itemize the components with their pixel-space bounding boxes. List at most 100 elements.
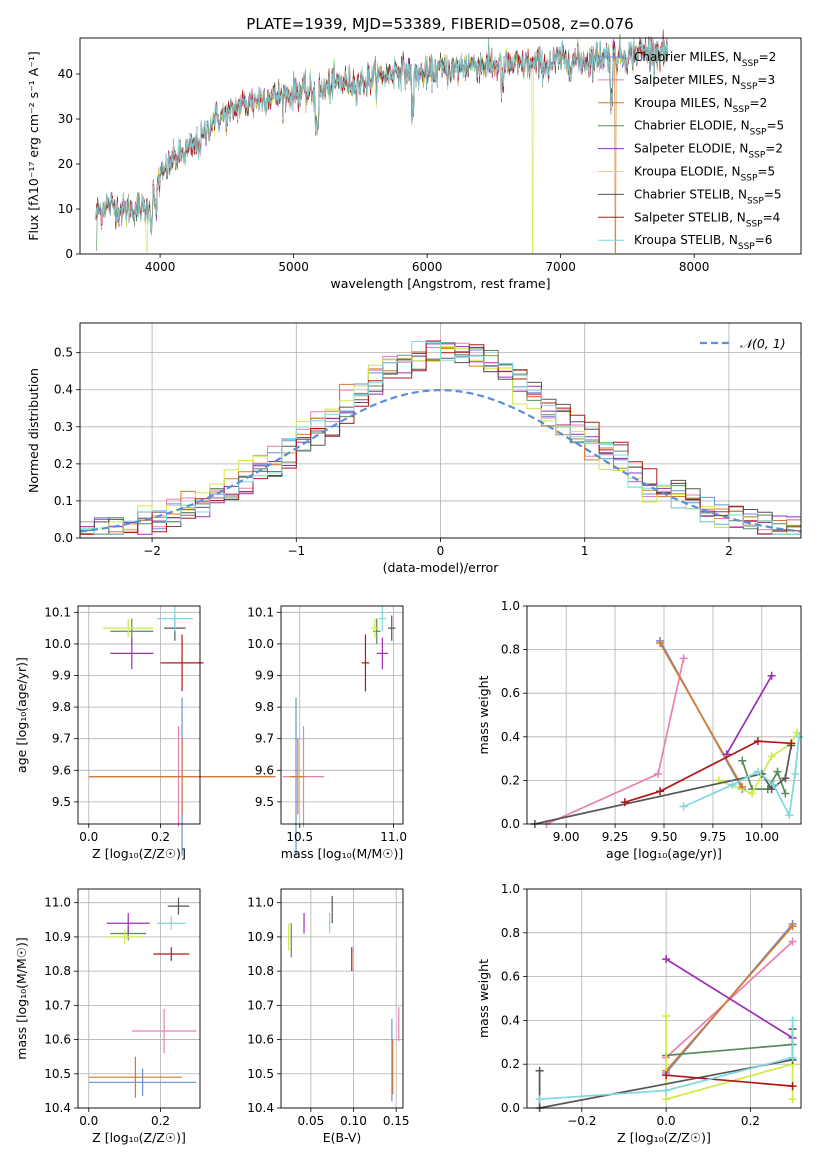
errorbar-kroupa_miles — [88, 1056, 183, 1098]
legend-label-salpeter_miles: Salpeter MILES, NSSP=3 — [634, 73, 775, 92]
weight-marker-salpeter_stelib — [788, 1082, 797, 1091]
y-tick-label: 10.9 — [44, 930, 71, 944]
y-tick-label: 0.6 — [501, 686, 520, 700]
weight-marker-salpeter_miles — [788, 937, 797, 946]
weight-marker-kroupa_stelib — [795, 732, 804, 741]
axes-z-weight: −0.2 0.0 0.2 0.0 0.2 0.4 0.6 0.8 1.0 Z [log₁₀(Z/Z… — [476, 882, 802, 1145]
spectrum-line-salpeter_stelib — [95, 36, 668, 231]
y-tick-label: 11.0 — [44, 896, 71, 910]
x-axis-label: E(B-V) — [323, 1130, 362, 1145]
weight-marker-salpeter_miles — [654, 769, 663, 778]
x-tick-label: 8000 — [679, 260, 710, 274]
y-tick-label: 1.0 — [501, 599, 520, 613]
weight-marker-kroupa_miles — [788, 922, 797, 931]
y-tick-label: 10.5 — [44, 1067, 71, 1081]
y-tick-label: 40 — [58, 67, 73, 81]
x-tick-label: 9.00 — [553, 830, 580, 844]
errorbar-chabrier_stelib — [167, 897, 190, 915]
weight-line-salpeter_elodie — [725, 675, 773, 755]
y-tick-label: 20 — [58, 157, 73, 171]
weight-marker-kroupa_stelib — [679, 802, 688, 811]
weight-marker-kroupa_stelib — [791, 769, 800, 778]
x-tick-label: 0.0 — [79, 830, 98, 844]
y-tick-label: 10.4 — [247, 1101, 274, 1115]
y-tick-label: 0.0 — [501, 817, 520, 831]
errorbar-kroupa_stelib — [156, 916, 186, 931]
errorbar-kroupa_elodie — [371, 618, 379, 638]
parameter-panels: 0.0 0.2 9.5 9.6 9.7 9.8 9.9 10.0 10.1 Z [log₁₀(Z/… — [14, 599, 804, 1145]
y-tick-label: 10.1 — [44, 605, 71, 619]
y-tick-label: 0.3 — [54, 420, 73, 434]
legend-label-salpeter_stelib: Salpeter STELIB, NSSP=4 — [634, 210, 780, 229]
y-tick-label: 0.4 — [501, 1013, 520, 1027]
axes-residuals: −2 −1 0 1 2 0.0 0.1 0.2 0.3 0.4 0.5 (data-model)/er… — [26, 322, 802, 575]
x-tick-label: 11.0 — [380, 830, 407, 844]
y-tick-label: 9.6 — [52, 763, 71, 777]
x-tick-label: −2 — [143, 544, 161, 558]
weight-marker-kroupa_stelib — [788, 1016, 797, 1025]
y-tick-label: 10.8 — [247, 964, 274, 978]
y-tick-label: 0.4 — [54, 383, 73, 397]
weight-line-chabrier_elodie — [666, 1043, 793, 1057]
weight-marker-kroupa_stelib — [535, 1095, 544, 1104]
y-tick-label: 10.9 — [247, 930, 274, 944]
spectrum-legend: Chabrier MILES, NSSP=2 Salpeter MILES, NS… — [598, 50, 784, 252]
y-tick-label: 0.6 — [501, 970, 520, 984]
weight-marker-chabrier_elodie — [738, 756, 747, 765]
x-tick-label: 0.10 — [340, 1114, 367, 1128]
weight-line-salpeter_stelib — [624, 740, 792, 804]
errorbar-salpeter_stelib — [153, 947, 190, 961]
y-tick-label: 0.1 — [54, 494, 73, 508]
x-tick-label: 7000 — [545, 260, 576, 274]
weight-marker-kroupa_elodie — [793, 728, 802, 737]
y-tick-label: 9.5 — [255, 795, 274, 809]
weight-marker-kroupa_stelib — [662, 1086, 671, 1095]
weight-marker-kroupa_miles — [656, 639, 665, 648]
y-tick-label: 10 — [58, 202, 73, 216]
figure-title: PLATE=1939, MJD=53389, FIBERID=0508, z=0… — [246, 15, 633, 33]
weight-marker-chabrier_elodie — [781, 789, 790, 798]
x-tick-label: 0.0 — [657, 1114, 676, 1128]
y-tick-label: 9.8 — [255, 700, 274, 714]
plot-area-z-weight — [535, 920, 797, 1112]
weight-line-kroupa_stelib — [539, 1020, 794, 1101]
errorbar-salpeter_elodie — [376, 637, 388, 670]
errorbar-salpeter_elodie — [106, 912, 150, 934]
axes-frame — [77, 605, 201, 825]
legend-label-chabrier_miles: Chabrier MILES, NSSP=2 — [634, 50, 776, 69]
x-tick-label: 0.0 — [79, 1114, 98, 1128]
errorbar-kroupa_stelib — [156, 606, 193, 632]
x-axis-label: (data-model)/error — [383, 560, 500, 575]
residual-histogram-panel: −2 −1 0 1 2 0.0 0.1 0.2 0.3 0.4 0.5 (data-model)/er… — [26, 322, 802, 575]
weight-marker-salpeter_miles — [679, 654, 688, 663]
plot-area-spectrum — [95, 29, 668, 254]
y-tick-label: 10.1 — [247, 605, 274, 619]
y-tick-label: 0.2 — [501, 773, 520, 787]
errorbar-salpeter_elodie — [110, 637, 154, 670]
weight-marker-salpeter_stelib — [662, 1071, 671, 1080]
errorbar-chabrier_miles — [88, 1068, 197, 1097]
plot-area-z-mass — [88, 897, 197, 1098]
axes-ebv-mass: 0.05 0.10 0.15 10.4 10.5 10.6 10.7 10.8 10.9 11.0… — [247, 888, 410, 1145]
y-tick-label: 0.0 — [54, 531, 73, 545]
y-tick-label: 11.0 — [247, 896, 274, 910]
weight-marker-salpeter_stelib — [656, 787, 665, 796]
y-tick-label: 9.9 — [255, 669, 274, 683]
axes-spectrum: 4000 5000 6000 7000 8000 0 10 20 30 40 wavelength … — [26, 29, 802, 291]
errorbar-chabrier_elodie — [372, 618, 381, 644]
y-tick-label: 0.0 — [501, 1101, 520, 1115]
legend-label-kroupa_stelib: Kroupa STELIB, NSSP=6 — [634, 233, 772, 252]
histogram-legend: 𝒩(0, 1) — [700, 336, 786, 351]
weight-marker-kroupa_elodie — [788, 1095, 797, 1104]
y-tick-label: 9.7 — [255, 732, 274, 746]
x-tick-label: 0.15 — [383, 1114, 410, 1128]
weight-line-kroupa_elodie — [665, 1016, 794, 1101]
weight-line-kroupa_miles — [659, 642, 744, 788]
x-tick-label: −0.2 — [567, 1114, 596, 1128]
y-axis-label: mass weight — [476, 959, 491, 1038]
y-tick-label: 10.7 — [247, 998, 274, 1012]
legend-label-gaussian: 𝒩(0, 1) — [740, 336, 786, 351]
x-axis-label: mass [log₁₀(M/M☉)] — [281, 846, 403, 861]
y-tick-label: 0.4 — [501, 730, 520, 744]
